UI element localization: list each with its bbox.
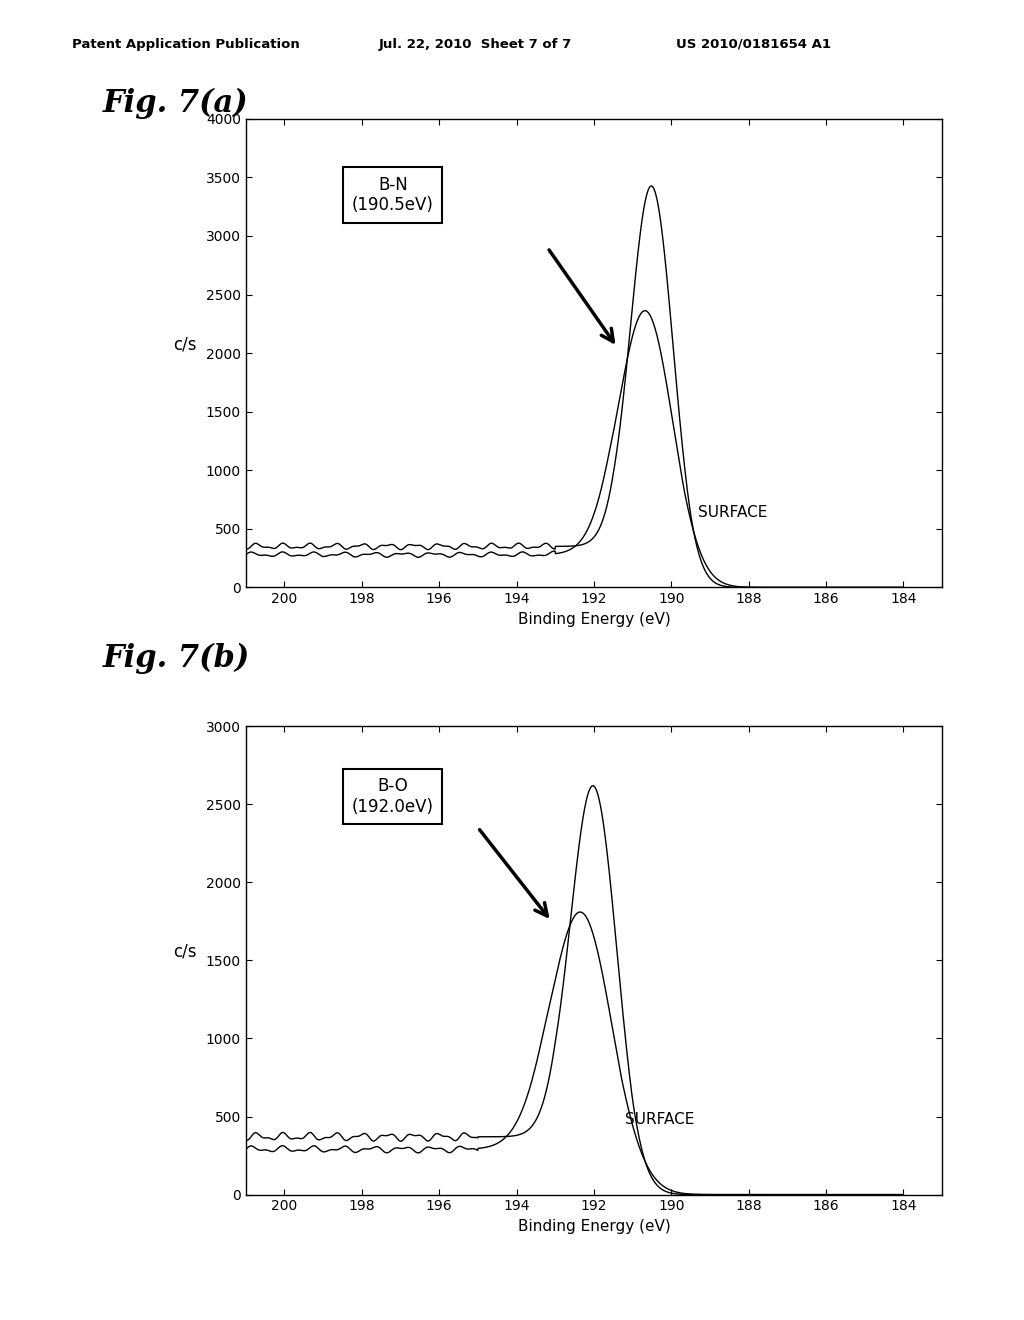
X-axis label: Binding Energy (eV): Binding Energy (eV) (517, 1218, 671, 1234)
Text: Fig. 7(a): Fig. 7(a) (102, 88, 248, 119)
Y-axis label: c/s: c/s (173, 335, 197, 352)
Text: Patent Application Publication: Patent Application Publication (72, 37, 299, 50)
Text: US 2010/0181654 A1: US 2010/0181654 A1 (676, 37, 830, 50)
Text: B-O
(192.0eV): B-O (192.0eV) (352, 777, 434, 816)
Text: Jul. 22, 2010  Sheet 7 of 7: Jul. 22, 2010 Sheet 7 of 7 (379, 37, 572, 50)
Y-axis label: c/s: c/s (173, 942, 197, 961)
Text: B-N
(190.5eV): B-N (190.5eV) (352, 176, 434, 214)
Text: SURFACE: SURFACE (698, 506, 768, 520)
X-axis label: Binding Energy (eV): Binding Energy (eV) (517, 611, 671, 627)
Text: Fig. 7(b): Fig. 7(b) (102, 643, 250, 673)
Text: SURFACE: SURFACE (625, 1113, 694, 1127)
